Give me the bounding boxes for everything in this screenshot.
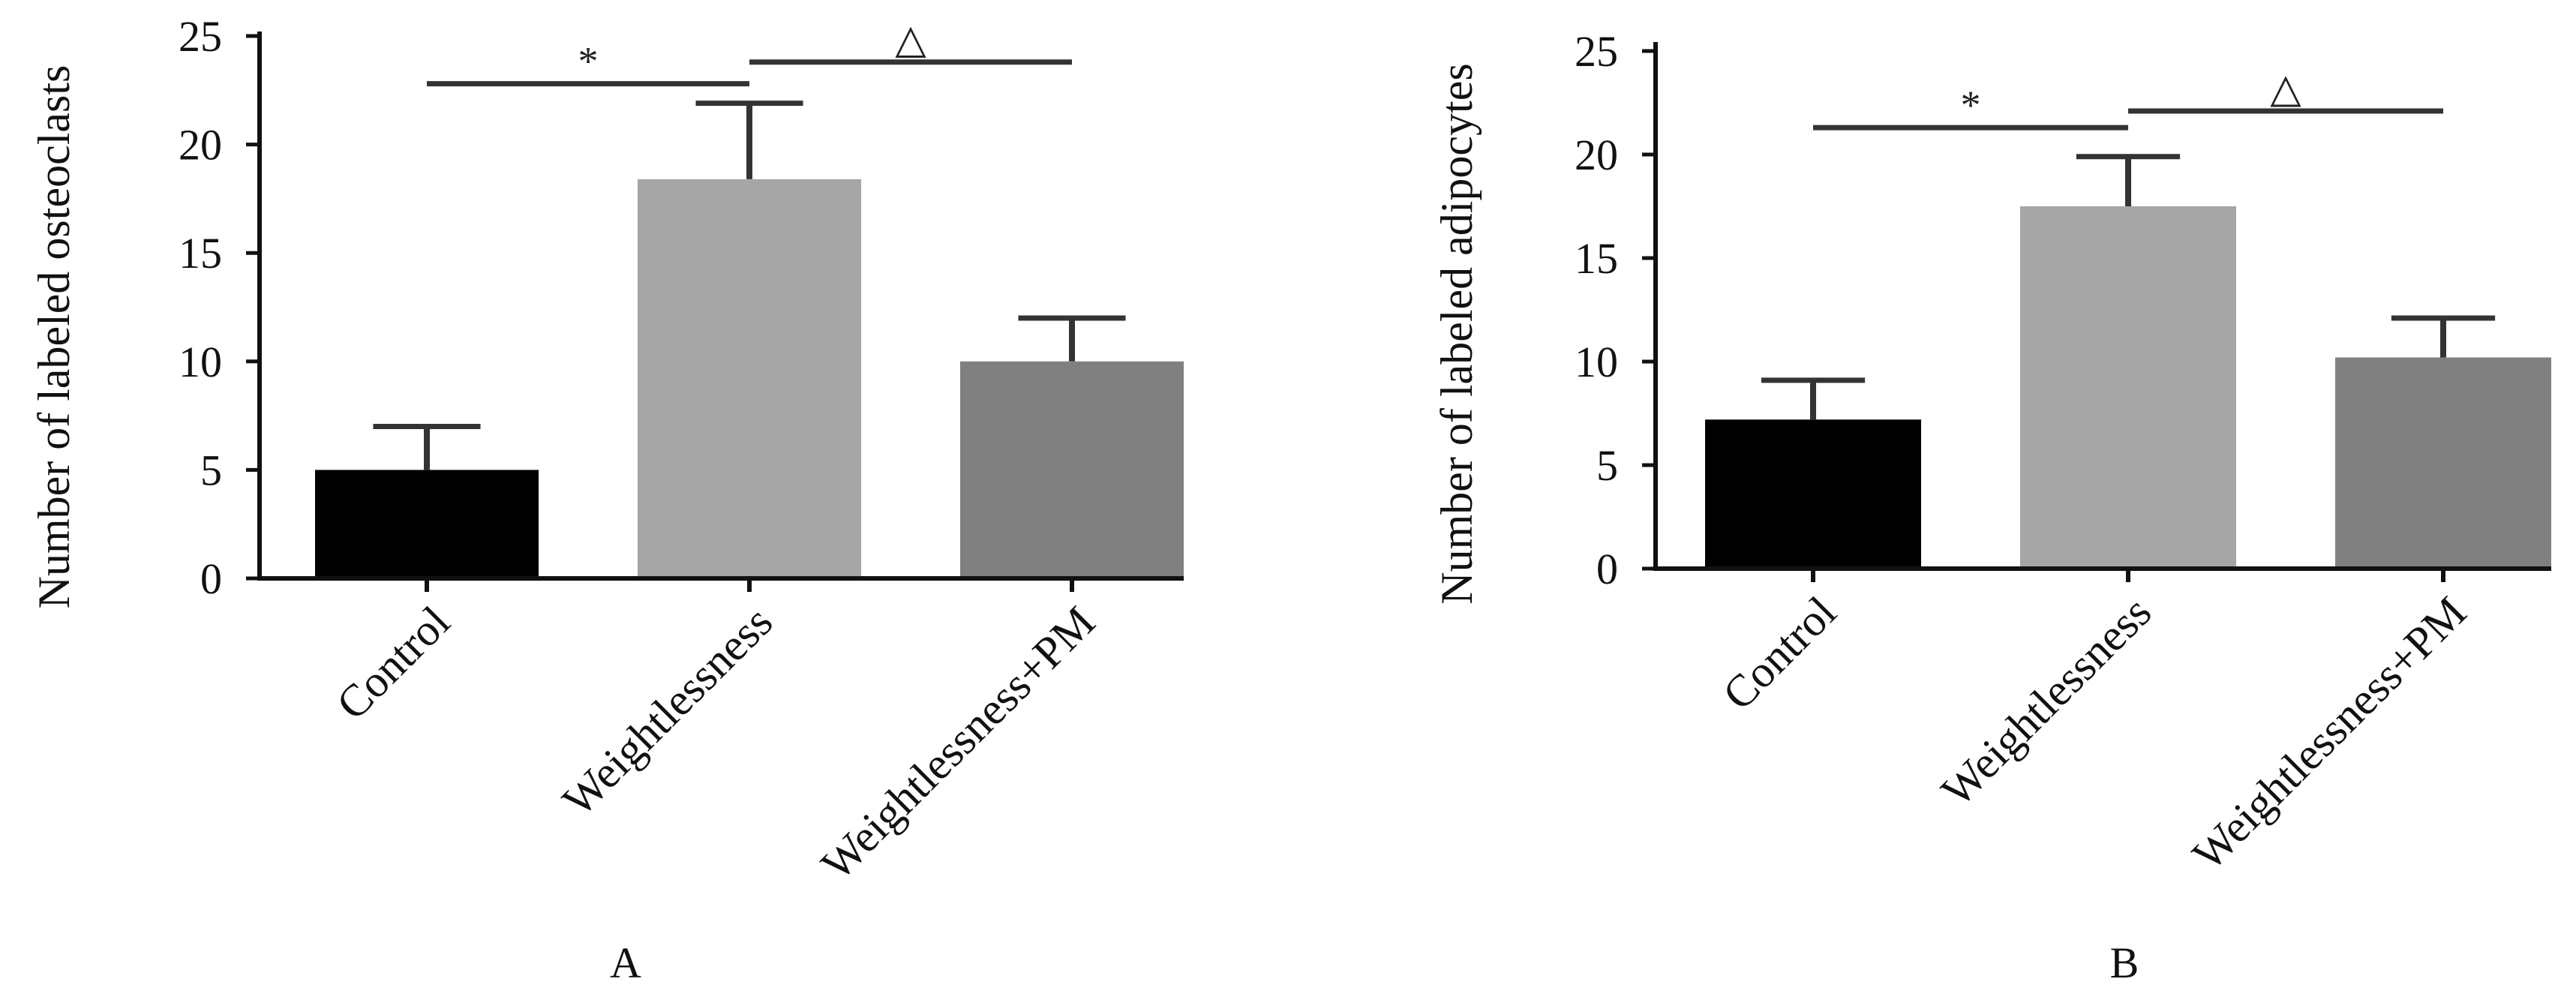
bar-weightlessness: [638, 179, 861, 578]
y-tick-label: 10: [179, 338, 222, 386]
category-label-weightlessness: Weightlessness: [1932, 587, 2160, 816]
category-label-control: Control: [327, 597, 459, 729]
panel-b-adipocytes-chart: Number of labeled adipocytes B Control We…: [1432, 27, 2551, 987]
category-label-control: Control: [1713, 587, 1845, 719]
category-label-weightlessness: Weightlessness: [553, 597, 782, 826]
bar-weightlessness-pm: [960, 361, 1184, 578]
y-tick-label: 5: [1596, 441, 1618, 490]
category-label-weightlessness-pm: Weightlessness+PM: [812, 597, 1104, 890]
bar-weightlessness: [2020, 206, 2236, 569]
y-tick-label: 15: [1575, 234, 1618, 283]
y-tick-label: 5: [200, 446, 222, 494]
bar-weightlessness-pm: [2335, 357, 2551, 569]
y-tick-label: 0: [1596, 545, 1618, 593]
y-tick-label: 25: [179, 12, 222, 61]
panel-a-osteoclasts-chart: Number of labeled osteoclasts A Control W…: [29, 12, 1184, 987]
significance-symbol: *: [578, 39, 599, 84]
y-tick-label: 20: [179, 121, 222, 170]
y-tick-label: 25: [1575, 27, 1618, 76]
y-tick-label: 20: [1575, 131, 1618, 179]
category-label-weightlessness-pm: Weightlessness+PM: [2183, 587, 2475, 880]
y-tick-label: 0: [200, 554, 222, 603]
y-axis-title: Number of labeled osteoclasts: [29, 65, 79, 609]
bar-control: [1705, 419, 1921, 569]
significance-symbol: △: [2270, 66, 2301, 111]
y-axis-title: Number of labeled adipocytes: [1432, 63, 1482, 604]
panel-label: B: [2110, 938, 2139, 987]
y-tick-label: 15: [179, 229, 222, 278]
significance-symbol: *: [1961, 83, 1981, 128]
panel-label: A: [610, 938, 641, 987]
bar-control: [315, 470, 539, 578]
significance-symbol: △: [895, 17, 926, 62]
y-tick-label: 10: [1575, 338, 1618, 386]
